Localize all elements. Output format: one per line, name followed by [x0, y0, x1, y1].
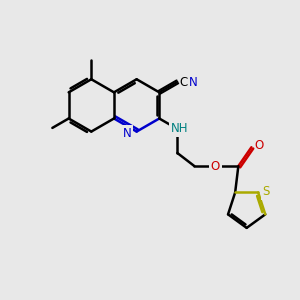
Text: NH: NH [170, 122, 188, 136]
Text: O: O [254, 139, 263, 152]
Text: O: O [211, 160, 220, 172]
Text: S: S [262, 185, 270, 198]
Text: N: N [122, 127, 131, 140]
Text: C: C [179, 76, 188, 89]
Text: N: N [189, 76, 197, 89]
